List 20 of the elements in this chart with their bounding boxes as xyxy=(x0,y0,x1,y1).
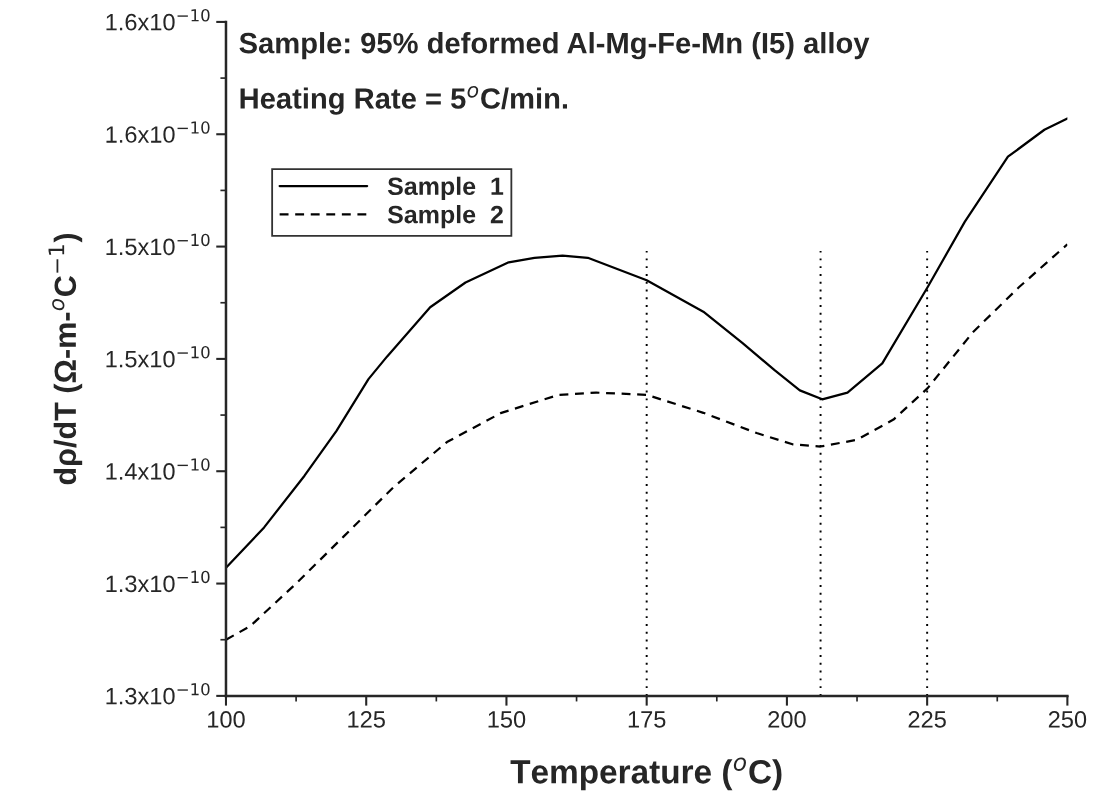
y-tick-label: 1.6x10$^{−10}$ xyxy=(106,121,210,143)
chart-title: Sample: 95% deformed Al-Mg-Fe-Mn (I5) alloy xyxy=(239,32,870,60)
y-tick-label: 1.5x10$^{−10}$ xyxy=(106,345,210,368)
x-tick-label: 125 xyxy=(348,711,385,728)
x-tick-label: 200 xyxy=(768,711,806,728)
legend-label: Sample 1 xyxy=(387,176,504,201)
y-tick-label: 1.5x10$^{−10}$ xyxy=(106,233,210,256)
y-tick-label: 1.6x10$^{−10}$ xyxy=(106,8,210,31)
y-tick-label: 1.3x10$^{−10}$ xyxy=(106,570,210,593)
x-tick-label: 100 xyxy=(208,711,245,728)
x-axis-title: Temperature ($^{o}$C) xyxy=(510,757,782,791)
x-tick-label: 150 xyxy=(488,711,526,728)
text: Heating Rate = 5$^{o}$C/min. xyxy=(240,85,568,115)
x-tick-label: 250 xyxy=(1048,711,1087,728)
x-tick-label: 175 xyxy=(628,711,666,728)
y-axis-title: dρ/dT (Ω-m-$^{o}$C$^{−1}$) xyxy=(48,233,83,485)
y-tick-label: 1.3x10$^{−10}$ xyxy=(106,682,210,705)
legend-label: Sample 2 xyxy=(387,205,503,229)
x-tick-label: 225 xyxy=(908,711,946,728)
y-tick-label: 1.4x10$^{−10}$ xyxy=(106,458,210,480)
